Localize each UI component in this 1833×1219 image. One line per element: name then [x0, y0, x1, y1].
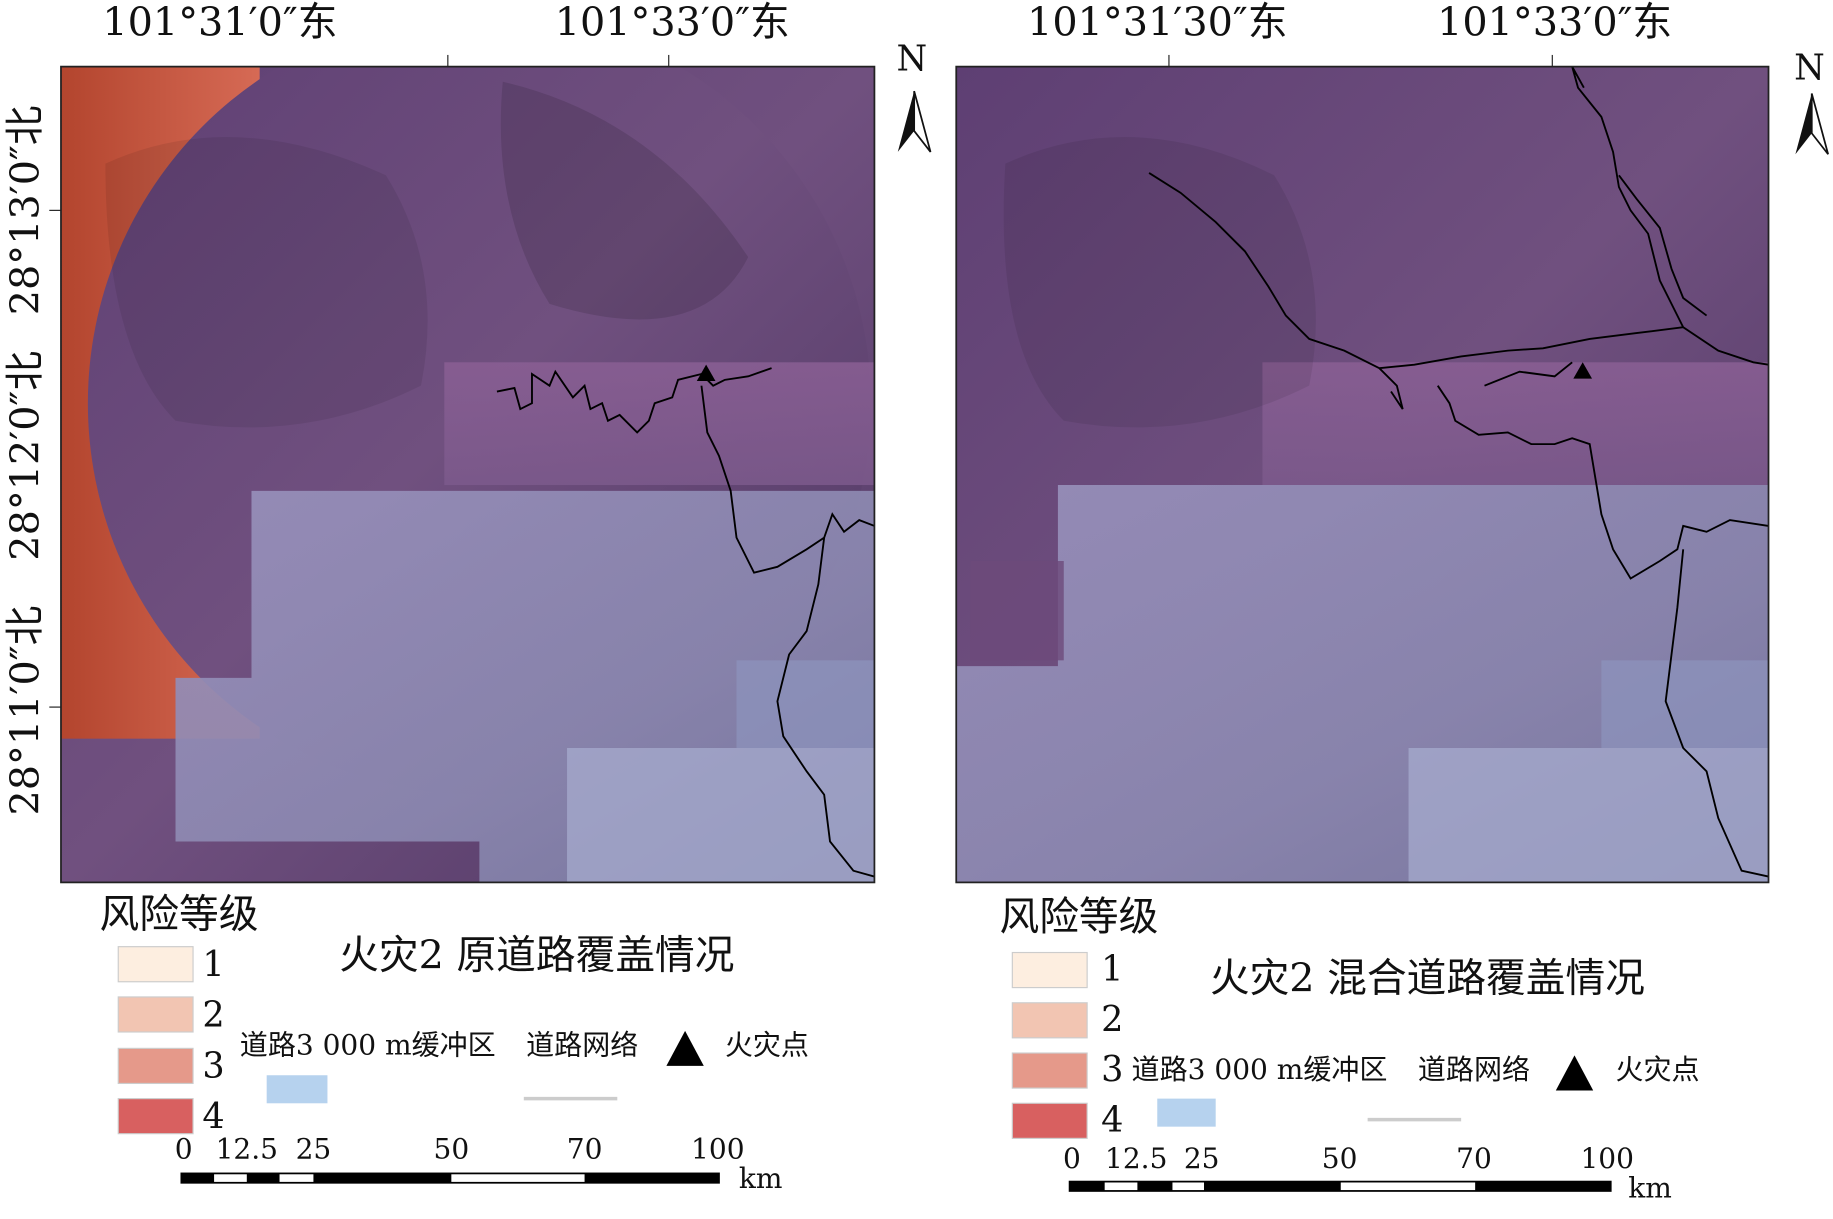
caption: 火灾2 混合道路覆盖情况 [1210, 956, 1645, 1002]
scale-label: 70 [1456, 1142, 1492, 1175]
north-arrow [1810, 93, 1829, 155]
legend-swatch [1011, 1102, 1088, 1139]
legend-swatch [117, 946, 194, 983]
latitude-label: 28°13′0″北 [2, 105, 48, 315]
legend-swatch [117, 996, 194, 1033]
legend-swatch [1011, 1002, 1088, 1039]
shade [105, 137, 428, 428]
legend-title: 风险等级 [100, 891, 259, 937]
risk-band [1262, 362, 1769, 486]
scale-label: 12.5 [1105, 1142, 1167, 1175]
longitude-label: 101°31′0″东 [102, 0, 337, 46]
north-label: N [896, 38, 927, 79]
legend-swatch [117, 1047, 194, 1085]
road-network [1148, 66, 1769, 878]
longitude-label: 101°31′30″东 [1027, 0, 1287, 46]
legend-swatch [266, 1075, 328, 1104]
scale-bar [180, 1172, 720, 1184]
map-frame [60, 65, 876, 884]
road-buffer [736, 660, 875, 748]
scale-bar [1068, 1180, 1612, 1192]
legend-fire-icon [666, 1030, 704, 1066]
risk-band [444, 362, 875, 486]
legend-label: 道路网络 [526, 1029, 638, 1062]
scale-label: 0 [1063, 1142, 1081, 1175]
fire-point [696, 364, 716, 382]
map-frame [955, 65, 1770, 884]
legend-label: 3 [1101, 1049, 1123, 1090]
scale-unit: km [739, 1162, 783, 1195]
shade [1003, 137, 1316, 428]
map-2 [956, 66, 1769, 883]
legend-label: 道路3 000 m缓冲区 [240, 1029, 496, 1062]
legend-label: 3 [202, 1046, 224, 1087]
legend-label: 2 [1101, 999, 1123, 1040]
scale-unit: km [1628, 1171, 1672, 1204]
legend-swatch [117, 1098, 194, 1135]
legend-label: 4 [202, 1096, 224, 1137]
north-arrow [1795, 93, 1812, 155]
scale-label: 0 [175, 1133, 193, 1166]
latitude-label: 28°11′0″北 [2, 606, 48, 816]
map-1 [60, 66, 875, 883]
risk-zone [970, 560, 1064, 661]
road-buffer [1601, 660, 1769, 748]
legend-label: 道路3 000 m缓冲区 [1132, 1053, 1388, 1086]
north-label: N [1794, 48, 1825, 89]
legend-swatch [1011, 951, 1088, 989]
legend-label: 1 [202, 944, 224, 985]
legend-fire-icon [1555, 1055, 1594, 1091]
legend-label: 2 [202, 994, 224, 1035]
longitude-label: 101°33′0″东 [1437, 0, 1672, 46]
north-arrow [913, 90, 932, 153]
legend-label: 道路网络 [1418, 1053, 1530, 1086]
legend-swatch [1011, 1052, 1088, 1089]
scale-label: 50 [1322, 1142, 1358, 1175]
scale-label: 25 [1184, 1142, 1220, 1175]
longitude-label: 101°33′0″东 [555, 0, 790, 46]
legend-label: 火灾点 [725, 1029, 809, 1062]
scale-label: 100 [1580, 1142, 1634, 1175]
scale-label: 12.5 [216, 1133, 278, 1166]
legend-label: 4 [1101, 1099, 1123, 1140]
legend-label: 1 [1101, 949, 1123, 990]
legend-swatch [1157, 1098, 1216, 1127]
north-arrow [897, 91, 915, 152]
road-buffer [1408, 747, 1769, 883]
fire-point [1573, 362, 1593, 379]
caption: 火灾2 原道路覆盖情况 [339, 932, 734, 978]
road-buffer [567, 747, 875, 883]
shade [500, 81, 749, 320]
legend-label: 火灾点 [1615, 1053, 1699, 1086]
scale-label: 25 [296, 1133, 332, 1166]
scale-label: 100 [691, 1133, 745, 1166]
scale-label: 50 [434, 1133, 470, 1166]
latitude-label: 28°12′0″北 [2, 351, 48, 561]
scale-label: 70 [567, 1133, 603, 1166]
legend-title: 风险等级 [999, 894, 1158, 940]
